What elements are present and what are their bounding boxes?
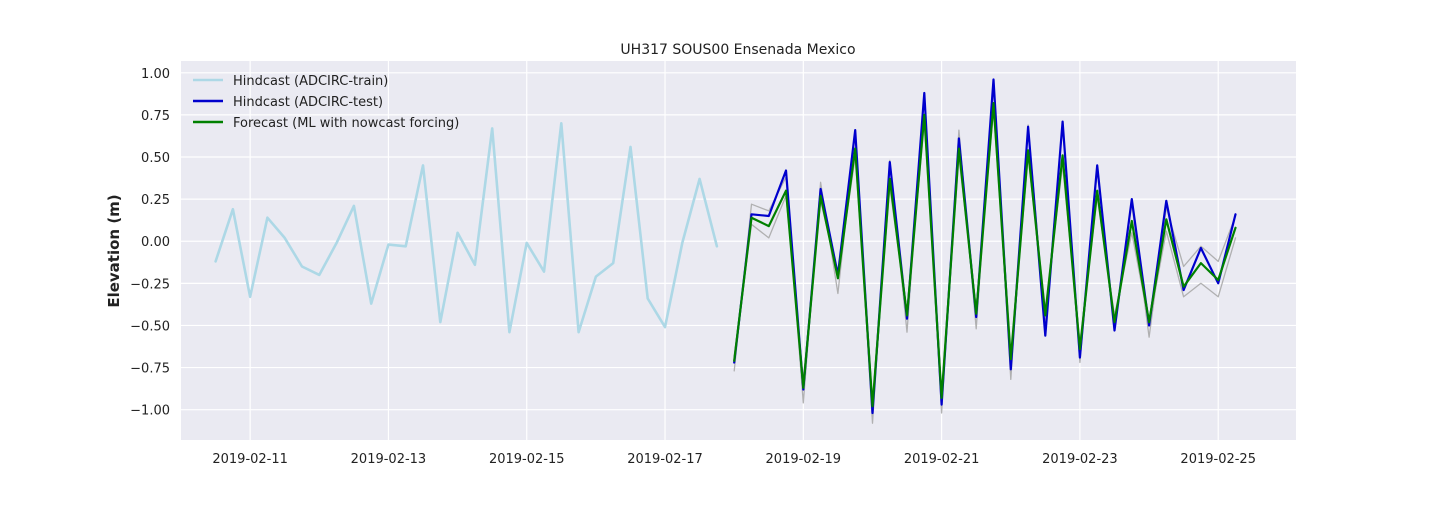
x-tick-label: 2019-02-11 — [212, 452, 288, 467]
x-tick-label: 2019-02-13 — [351, 452, 427, 467]
y-tick-label: 0.25 — [141, 193, 170, 208]
x-tick-label: 2019-02-19 — [766, 452, 842, 467]
chart-title: UH317 SOUS00 Ensenada Mexico — [620, 42, 855, 58]
x-tick-label: 2019-02-25 — [1180, 452, 1256, 467]
series-line-hindcast-adcirc-train — [214, 122, 719, 334]
y-tick-label: 0.50 — [141, 151, 170, 166]
x-tick-label: 2019-02-17 — [627, 452, 703, 467]
y-tick-label: −1.00 — [130, 404, 170, 419]
x-tick-label: 2019-02-15 — [489, 452, 565, 467]
legend: Hindcast (ADCIRC-train) Hindcast (ADCIRC-… — [193, 74, 459, 131]
y-tick-label: 0.75 — [141, 109, 170, 124]
x-tick-label: 2019-02-21 — [904, 452, 980, 467]
legend-label: Forecast (ML with nowcast forcing) — [233, 116, 459, 131]
x-tick-label: 2019-02-23 — [1042, 452, 1118, 467]
y-tick-label: −0.50 — [130, 319, 170, 334]
y-tick-label: −0.75 — [130, 362, 170, 377]
y-tick-label: 0.00 — [141, 235, 170, 250]
legend-label: Hindcast (ADCIRC-train) — [233, 74, 388, 89]
y-axis-label: Elevation (m) — [105, 194, 123, 307]
legend-label: Hindcast (ADCIRC-test) — [233, 95, 383, 110]
y-tick-label: 1.00 — [141, 67, 170, 82]
plot-area — [181, 61, 1296, 440]
series-line-forecast-ml-with-nowcast-forcing — [733, 101, 1237, 408]
y-tick-label: −0.25 — [130, 277, 170, 292]
